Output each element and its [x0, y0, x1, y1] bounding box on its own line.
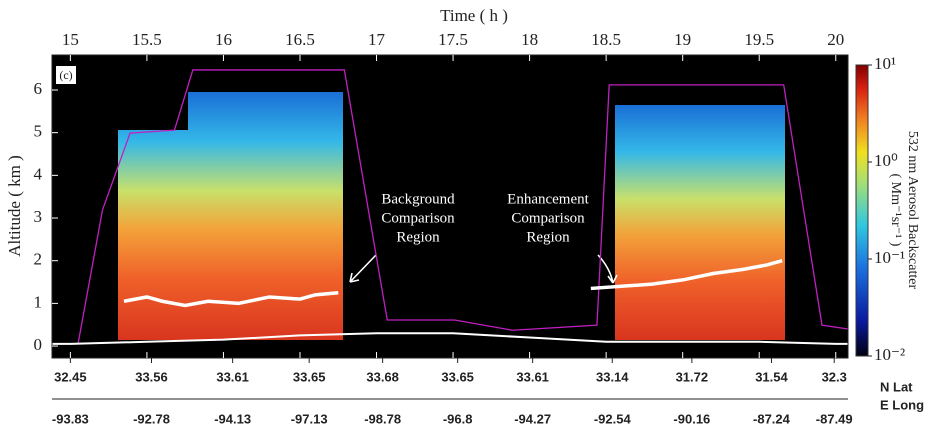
panel-label-box — [56, 66, 76, 84]
colorbar-tick-label: 10¹ — [874, 54, 896, 73]
colorbar-title: 532 nm Aerosol Backscatter — [905, 131, 920, 290]
lat-tick-label: 33.65 — [441, 369, 474, 384]
x-tick-label: 16 — [215, 30, 232, 49]
lat-tick-label: 33.65 — [293, 369, 326, 384]
annotation: Background — [381, 191, 455, 207]
annotation: Comparison — [511, 210, 585, 226]
x-tick-label: 18 — [521, 30, 538, 49]
lon-tick-label: -92.78 — [133, 411, 170, 426]
colorbar-tick-label: 10⁻² — [874, 345, 905, 364]
lat-tick-label: 32.45 — [54, 369, 87, 384]
curtain-right — [615, 105, 785, 340]
annotation: Region — [396, 229, 440, 245]
lon-tick-label: -87.49 — [816, 411, 853, 426]
y-tick-label: 3 — [34, 207, 43, 226]
x-tick-label: 15.5 — [132, 30, 162, 49]
series-line — [52, 332, 848, 345]
x-axis-title: Time ( h ) — [440, 6, 508, 25]
lat-tick-label: 33.56 — [135, 369, 168, 384]
lat-label: N Lat — [880, 379, 913, 394]
lat-tick-label: 32.3 — [822, 369, 847, 384]
y-tick-label: 4 — [34, 164, 43, 183]
lat-tick-label: 31.72 — [676, 369, 709, 384]
lat-tick-label: 33.61 — [516, 369, 549, 384]
series-line — [123, 259, 783, 308]
x-tick-label: 17.5 — [438, 30, 468, 49]
x-tick-label: 18.5 — [591, 30, 621, 49]
x-tick-label: 19 — [674, 30, 691, 49]
annotation: Region — [526, 229, 570, 245]
colorbar-tick-label: 10⁰ — [874, 151, 898, 170]
y-tick-label: 6 — [34, 79, 43, 98]
x-tick-label: 20 — [827, 30, 844, 49]
colorbar-unit: ( Mm⁻¹sr⁻¹ ) — [888, 174, 903, 247]
lon-tick-label: -92.54 — [594, 411, 632, 426]
lon-tick-label: -90.16 — [673, 411, 710, 426]
panel-label: (c) — [59, 68, 72, 82]
lon-tick-label: -98.78 — [364, 411, 401, 426]
colorbar-tick-label: 10⁻¹ — [874, 248, 905, 267]
annotation: Enhancement — [507, 191, 589, 207]
annotation: Comparison — [381, 210, 455, 226]
colorbar — [855, 64, 869, 357]
lon-tick-label: -87.24 — [753, 411, 791, 426]
y-axis-title: Altitude ( km ) — [5, 155, 24, 257]
lat-tick-label: 31.54 — [755, 369, 788, 384]
lat-tick-label: 33.61 — [216, 369, 249, 384]
lon-tick-label: -94.27 — [514, 411, 551, 426]
x-tick-label: 17 — [368, 30, 386, 49]
series-line — [52, 69, 849, 345]
y-tick-label: 2 — [34, 250, 43, 269]
y-tick-label: 0 — [34, 335, 43, 354]
y-tick-label: 1 — [34, 292, 43, 311]
lon-tick-label: -94.13 — [214, 411, 251, 426]
x-tick-label: 19.5 — [744, 30, 774, 49]
lon-tick-label: -96.8 — [443, 411, 473, 426]
x-tick-label: 15 — [62, 30, 79, 49]
lon-tick-label: -97.13 — [291, 411, 328, 426]
lat-tick-label: 33.14 — [596, 369, 629, 384]
lon-label: E Long — [880, 397, 924, 412]
arrow — [349, 254, 377, 283]
x-tick-label: 16.5 — [285, 30, 315, 49]
lon-tick-label: -93.83 — [52, 411, 89, 426]
y-tick-label: 5 — [34, 122, 43, 141]
curtain-mask — [118, 92, 188, 130]
lat-tick-label: 33.68 — [366, 369, 399, 384]
plot-frame — [51, 54, 849, 359]
